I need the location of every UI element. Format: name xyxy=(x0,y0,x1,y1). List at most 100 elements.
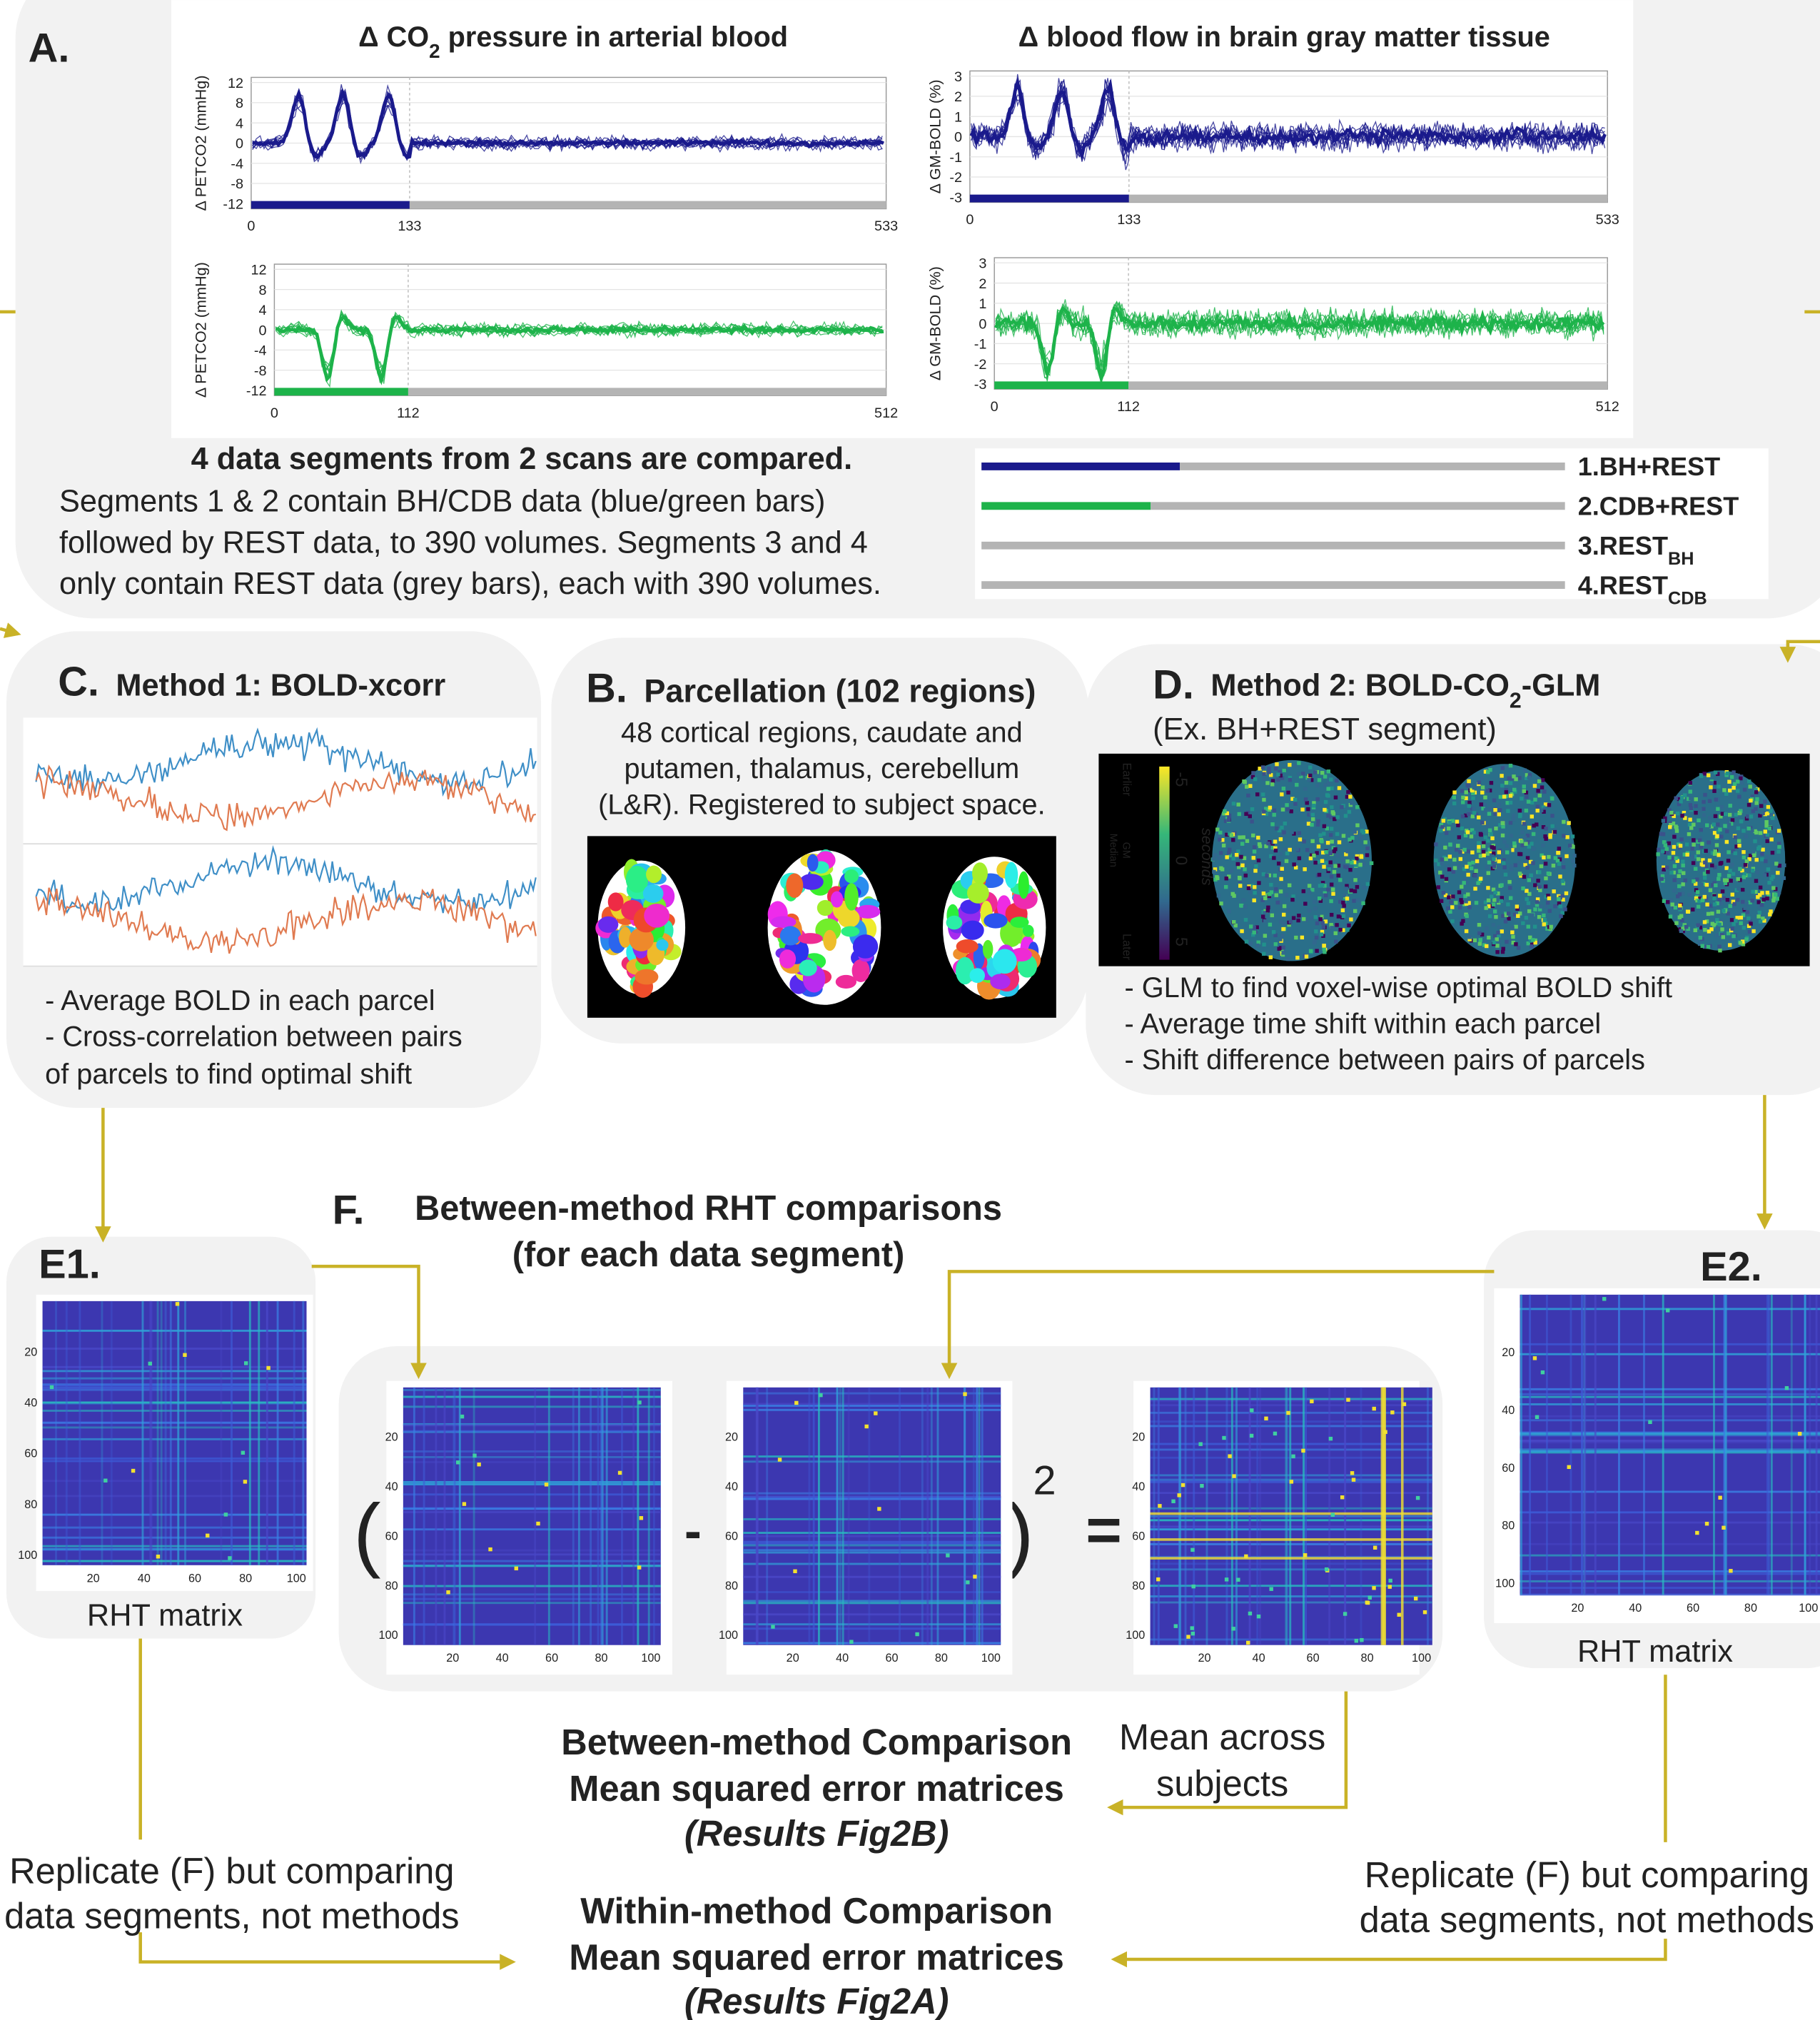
voxel xyxy=(1547,872,1550,875)
voxel xyxy=(1717,877,1720,881)
voxel xyxy=(1217,856,1220,859)
y-tick-label: 3 xyxy=(979,256,986,272)
matrix-cell xyxy=(1273,1432,1277,1435)
voxel xyxy=(1750,829,1754,832)
matrix-band xyxy=(111,1301,113,1565)
matrix-cell xyxy=(639,1516,643,1520)
voxel xyxy=(1729,904,1732,908)
voxel xyxy=(1542,789,1546,793)
voxel xyxy=(1465,929,1468,933)
matrix-band xyxy=(1520,1450,1820,1453)
matrix-cell xyxy=(1372,1407,1376,1410)
voxel xyxy=(1718,898,1722,902)
voxel xyxy=(1741,900,1744,904)
voxel xyxy=(1291,894,1295,898)
voxel xyxy=(1568,844,1572,847)
matrix-band xyxy=(1153,1388,1156,1645)
y-axis-label: Δ PETCO2 (mmHg) xyxy=(192,75,210,211)
voxel xyxy=(1251,771,1255,774)
voxel xyxy=(1557,897,1560,901)
matrix-band xyxy=(808,1388,810,1645)
voxel xyxy=(1473,939,1477,942)
voxel xyxy=(1484,835,1487,839)
voxel xyxy=(1271,779,1275,782)
voxel xyxy=(1283,848,1286,852)
matrix-band xyxy=(249,1301,251,1565)
matrix-band xyxy=(1289,1388,1291,1645)
voxel xyxy=(1253,885,1256,889)
symbol: = xyxy=(1086,1496,1122,1565)
voxel xyxy=(1776,849,1780,853)
x-tick-label: 60 xyxy=(1687,1602,1699,1615)
voxel xyxy=(1315,784,1319,787)
voxel xyxy=(1769,909,1772,913)
voxel xyxy=(1482,854,1485,857)
voxel xyxy=(1507,880,1511,884)
voxel xyxy=(1751,929,1755,933)
voxel xyxy=(1530,842,1533,845)
voxel xyxy=(1255,792,1259,796)
voxel xyxy=(1547,855,1550,859)
voxel xyxy=(1703,895,1707,899)
voxel xyxy=(1295,783,1298,787)
voxel xyxy=(1461,800,1465,804)
voxel xyxy=(1487,812,1491,815)
matrix-cell xyxy=(266,1366,270,1370)
voxel xyxy=(1743,788,1746,792)
voxel xyxy=(1659,877,1663,881)
x-tick-label: 80 xyxy=(595,1652,607,1665)
voxel xyxy=(1483,803,1487,807)
voxel xyxy=(1514,925,1517,929)
voxel xyxy=(1540,809,1543,812)
matrix-cell xyxy=(1200,1484,1203,1488)
matrix-band xyxy=(1643,1295,1645,1595)
voxel xyxy=(1269,955,1273,959)
voxel xyxy=(1330,787,1333,790)
voxel xyxy=(1746,814,1749,818)
matrix-band xyxy=(1520,1555,1820,1557)
voxel xyxy=(1253,891,1256,894)
voxel xyxy=(1562,834,1565,837)
voxel xyxy=(1518,872,1522,875)
voxel xyxy=(1718,894,1722,897)
voxel xyxy=(1514,777,1517,781)
voxel xyxy=(1694,797,1698,801)
voxel xyxy=(1497,802,1500,806)
column-title: Δ blood flow in brain gray matter tissue xyxy=(1018,21,1550,53)
voxel xyxy=(1777,890,1781,894)
y-tick-label: 2 xyxy=(954,89,962,105)
voxel xyxy=(1689,781,1692,784)
voxel xyxy=(1275,762,1278,766)
matrix-cell xyxy=(1602,1297,1606,1301)
voxel xyxy=(1361,902,1365,905)
voxel xyxy=(1217,894,1220,897)
voxel xyxy=(1718,949,1722,952)
voxel xyxy=(1665,866,1669,869)
voxel xyxy=(1454,901,1457,904)
voxel xyxy=(1738,812,1741,815)
matrix-cell xyxy=(1360,1638,1363,1642)
voxel xyxy=(1477,815,1480,819)
panel-label: E2. xyxy=(1700,1244,1762,1290)
x-tick-label: 60 xyxy=(545,1652,558,1665)
segment-label: 1.BH+REST xyxy=(1578,452,1721,481)
voxel xyxy=(1747,803,1751,807)
voxel xyxy=(1699,774,1703,778)
voxel xyxy=(1315,936,1318,939)
summary-line: followed by REST data, to 390 volumes. S… xyxy=(59,525,868,560)
voxel xyxy=(1296,919,1300,922)
voxel xyxy=(1465,865,1468,869)
matrix-band xyxy=(1804,1295,1806,1595)
voxel xyxy=(1525,916,1528,919)
voxel xyxy=(1219,902,1223,905)
y-tick-label: -1 xyxy=(949,150,962,166)
voxel xyxy=(1481,785,1485,789)
matrix-cell xyxy=(1705,1522,1709,1525)
matrix-band xyxy=(743,1460,1001,1463)
matrix-band xyxy=(1594,1295,1597,1595)
voxel xyxy=(1277,862,1280,865)
voxel xyxy=(1350,861,1353,864)
voxel xyxy=(1292,916,1295,919)
voxel xyxy=(1316,819,1320,823)
voxel xyxy=(1310,823,1313,827)
